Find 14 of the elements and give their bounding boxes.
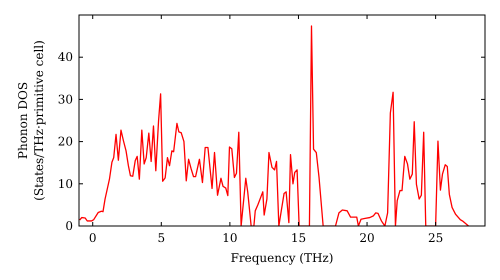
y-tick-label: 40 — [58, 50, 73, 64]
y-tick-label: 20 — [58, 134, 73, 149]
x-tick-label: 10 — [222, 231, 238, 245]
x-tick-label: 0 — [88, 231, 97, 245]
y-tick-label: 10 — [58, 176, 73, 191]
x-axis-title: Frequency (THz) — [230, 251, 334, 265]
y-axis-title: Phonon DOS (States/THz·primitive cell) — [16, 40, 46, 201]
x-tick-label: 25 — [428, 231, 444, 245]
x-tick-label: 5 — [157, 231, 166, 245]
y-tick-label: 0 — [65, 219, 73, 233]
line-series — [79, 25, 470, 226]
x-tick-label: 20 — [359, 231, 375, 245]
x-tick-label: 15 — [290, 231, 306, 245]
y-tick-label: 30 — [58, 92, 73, 106]
